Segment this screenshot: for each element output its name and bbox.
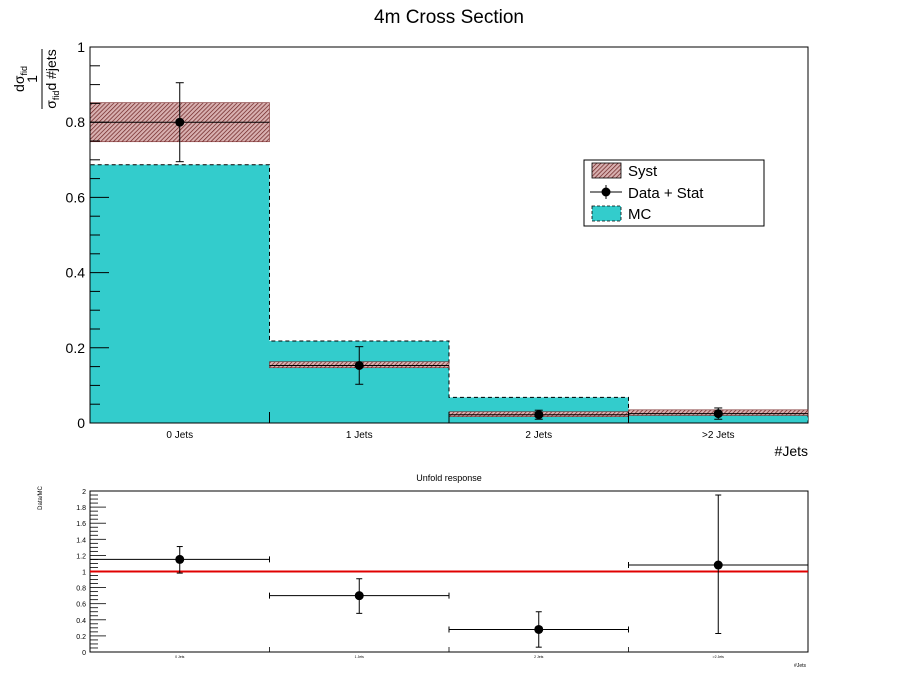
- main-plot-area: 0 0.2 0.4 0.6 0.8 1 0 Jets 1 Jets 2 Jets >2 Jets: [66, 39, 809, 441]
- mc-outline: [89, 164, 809, 423]
- legend-syst-swatch: [591, 162, 622, 179]
- ratio-x-tick-label: 0 Jets: [175, 655, 185, 659]
- legend-data-marker: [601, 187, 611, 197]
- mc-bar-0: [90, 164, 270, 424]
- legend-data-label: Data + Stat: [628, 185, 704, 202]
- ratio-y-tick-label: 1.8: [76, 505, 86, 512]
- ratio-y-tick-label: 1: [82, 570, 86, 577]
- ratio-y-axis-label: Data/MC: [38, 485, 44, 509]
- main-y-tick-label: 1: [77, 39, 85, 55]
- main-chart-title: 4m Cross Section: [374, 7, 524, 28]
- ratio-point-0: [175, 554, 185, 564]
- ratio-point-2: [534, 624, 544, 634]
- ratio-x-tick-label: >2 Jets: [713, 655, 725, 659]
- ratio-y-tick-label: 1.2: [76, 553, 86, 560]
- ratio-y-tick-label: 1.6: [76, 521, 86, 528]
- main-y-tick-label: 0.8: [66, 114, 86, 130]
- legend-mc-label: MC: [628, 206, 651, 223]
- legend-syst-label: Syst: [628, 163, 658, 180]
- ratio-y-tick-label: 0.2: [76, 634, 86, 641]
- data-point-1: [354, 360, 364, 370]
- ylabel-denominator: σfidd #jets: [43, 49, 61, 108]
- ratio-y-tick-label: 0.8: [76, 586, 86, 593]
- main-y-axis-label: 1 σfidd #jets dσfid: [11, 49, 61, 109]
- main-x-tick-label: 2 Jets: [525, 430, 552, 441]
- ratio-chart-title: Unfold response: [416, 473, 482, 483]
- ratio-x-axis-label: #Jets: [794, 663, 806, 669]
- ratio-y-tick-label: 2: [82, 489, 86, 496]
- main-x-axis-label: #Jets: [775, 443, 808, 459]
- ratio-y-tick-label: 0.4: [76, 618, 86, 625]
- main-x-tick-label: 0 Jets: [166, 430, 193, 441]
- ylabel-top: dσfid: [11, 66, 29, 92]
- ratio-point-3: [713, 560, 723, 570]
- ratio-point-1: [354, 591, 364, 601]
- main-y-tick-label: 0: [77, 415, 85, 431]
- data-point-2: [534, 410, 544, 420]
- ratio-y-tick-label: 1.4: [76, 537, 86, 544]
- main-x-tick-label: 1 Jets: [346, 430, 373, 441]
- data-point-3: [713, 409, 723, 419]
- ratio-y-tick-label: 0: [82, 650, 86, 657]
- legend: Syst Data + Stat MC: [583, 159, 765, 227]
- ylabel-numerator: 1: [24, 75, 40, 83]
- main-y-tick-label: 0.6: [66, 189, 86, 205]
- main-y-tick-label: 0.2: [66, 340, 86, 356]
- legend-mc-swatch: [591, 205, 622, 222]
- main-x-tick-label: >2 Jets: [702, 430, 735, 441]
- ratio-plot-area: 0 0.2 0.4 0.6 0.8 1 1.2 1.4 1.6 1.8 2 0 Jets 1 Jets 2…: [76, 489, 809, 659]
- main-y-tick-label: 0.4: [66, 265, 86, 281]
- data-point-0: [175, 117, 185, 127]
- ratio-x-tick-label: 2 Jets: [534, 655, 544, 659]
- ratio-y-tick-label: 0.6: [76, 602, 86, 609]
- ratio-x-tick-label: 1 Jets: [355, 655, 365, 659]
